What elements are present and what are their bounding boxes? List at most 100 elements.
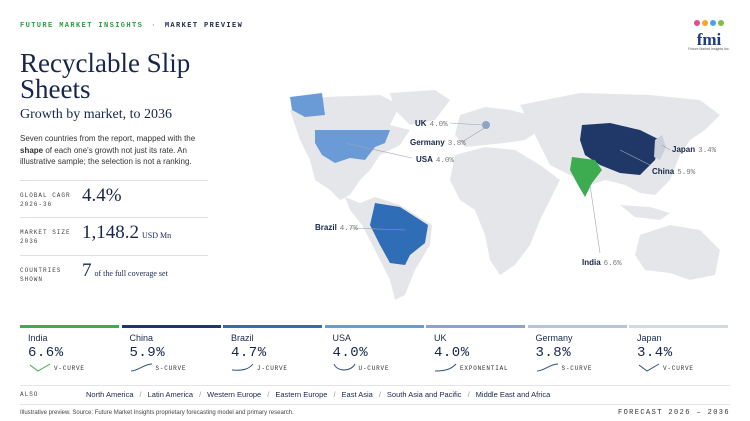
title: Recyclable Slip Sheets: [20, 48, 191, 104]
card-country: Germany: [535, 333, 573, 343]
curve-icon: [333, 363, 355, 371]
region: East Asia: [327, 390, 372, 399]
card-curve: S-CURVE: [155, 365, 187, 372]
card-country: Brazil: [231, 333, 254, 343]
country-card: Germany 3.8% S-CURVE: [527, 325, 627, 378]
card-value: 5.9%: [129, 345, 166, 361]
regions: North AmericaLatin AmericaWestern Europe…: [86, 390, 550, 399]
map-label: India 6.6%: [582, 258, 622, 268]
region: Latin America: [134, 390, 194, 399]
stat-label: MARKET SIZE 2036: [20, 229, 71, 245]
curve-icon: [638, 363, 660, 372]
map-label: China 5.9%: [652, 167, 695, 177]
map-label: Brazil 4.7%: [315, 223, 358, 233]
usa: [315, 130, 390, 163]
stat-number: 7: [82, 260, 92, 281]
map-label: USA 4.0%: [416, 155, 454, 165]
country-card: India 6.6% V-CURVE: [20, 325, 119, 378]
stat-label: GLOBAL CAGR 2026-36: [20, 192, 71, 208]
map-country: India: [582, 258, 601, 267]
card-value: 3.8%: [535, 345, 572, 361]
leaders: [344, 122, 671, 254]
stat-number: 4.4%: [82, 185, 122, 206]
map-value: 4.0%: [429, 121, 448, 129]
separator: ·: [151, 22, 157, 30]
card-country: Japan: [637, 333, 662, 343]
card-curve: U-CURVE: [358, 365, 390, 372]
card-value: 4.0%: [434, 345, 470, 361]
curve-icon: [29, 363, 51, 372]
stat-label: COUNTRIES SHOWN: [20, 267, 62, 283]
description-text: of each one's growth not just its rate. …: [20, 145, 192, 167]
stat-value: 7 of the full coverage set: [82, 260, 168, 282]
map-label: Germany 3.8%: [410, 138, 466, 148]
card-country: UK: [434, 333, 447, 343]
map-country: UK: [415, 119, 427, 128]
usa-alaska: [290, 93, 325, 117]
curve-icon: [231, 363, 254, 371]
region: Eastern Europe: [261, 390, 327, 399]
country-card: USA 4.0% U-CURVE: [324, 325, 424, 378]
map-value: 4.7%: [339, 225, 358, 233]
country-card: UK 4.0% EXPONENTIAL: [426, 325, 525, 378]
stat-value: 4.4%: [82, 185, 122, 207]
map-country: Germany: [410, 138, 445, 147]
curve-icon: [434, 363, 457, 372]
stat: MARKET SIZE 2036 1,148.2 USD Mn: [20, 217, 208, 255]
subtitle: Growth by market, to 2036: [20, 107, 173, 122]
header: FUTURE MARKET INSIGHTS · MARKET PREVIEW: [20, 22, 243, 30]
card-country: India: [28, 333, 48, 343]
forecast: FORECAST 2026 – 2036: [617, 409, 730, 417]
card-curve: EXPONENTIAL: [460, 365, 509, 372]
card-value: 4.0%: [332, 345, 369, 361]
description: Seven countries from the report, mapped …: [20, 133, 220, 168]
map-country: Brazil: [315, 223, 337, 232]
country-card: Japan 3.4% V-CURVE: [629, 325, 728, 378]
card-curve: S-CURVE: [561, 365, 593, 372]
map-value: 6.6%: [603, 260, 622, 268]
map-value: 4.0%: [435, 157, 454, 165]
stat: GLOBAL CAGR 2026-36 4.4%: [20, 180, 208, 218]
land: [290, 90, 720, 300]
stat-unit: USD Mn: [142, 231, 172, 240]
curve-icon: [130, 363, 152, 372]
country-card: China 5.9% S-CURVE: [121, 325, 221, 378]
card-value: 6.6%: [28, 345, 64, 361]
china: [580, 123, 660, 175]
region: South Asia and Pacific: [373, 390, 462, 399]
logo-mark: fmi: [696, 30, 722, 49]
region: Middle East and Africa: [462, 390, 551, 399]
brand: FUTURE MARKET INSIGHTS: [20, 22, 144, 30]
logo-caption: Future Market Insights Inc.: [688, 47, 730, 51]
card-curve: V-CURVE: [54, 365, 85, 372]
brazil: [370, 203, 428, 265]
map-country: Japan: [672, 145, 696, 154]
uk-germany: [482, 121, 490, 129]
also-label: ALSO: [20, 391, 39, 398]
stat-value: 1,148.2 USD Mn: [82, 222, 171, 244]
stat: COUNTRIES SHOWN 7 of the full coverage set: [20, 255, 208, 293]
stat-unit: of the full coverage set: [94, 269, 168, 278]
region: North America: [86, 390, 134, 399]
card-curve: J-CURVE: [257, 365, 288, 372]
region: Western Europe: [193, 390, 261, 399]
country-card: Brazil 4.7% J-CURVE: [223, 325, 322, 378]
section: MARKET PREVIEW: [164, 22, 244, 30]
card-curve: V-CURVE: [663, 365, 694, 372]
stat-number: 1,148.2: [82, 222, 139, 243]
also-row: ALSO North AmericaLatin AmericaWestern E…: [20, 385, 730, 405]
map-country: China: [652, 167, 675, 176]
logo-dots: [694, 20, 724, 26]
description-text: Seven countries from the report, mapped …: [20, 134, 196, 143]
card-country: USA: [332, 333, 352, 343]
footer-note: Illustrative preview. Source: Future Mar…: [20, 410, 294, 416]
card-value: 3.4%: [637, 345, 673, 361]
map-label: UK 4.0%: [415, 119, 448, 129]
card-country: China: [129, 333, 154, 343]
map-value: 3.4%: [698, 147, 717, 155]
map-value: 5.9%: [677, 169, 696, 177]
india: [570, 157, 602, 197]
logo: fmi Future Market Insights Inc.: [686, 15, 732, 51]
card-value: 4.7%: [231, 345, 267, 361]
